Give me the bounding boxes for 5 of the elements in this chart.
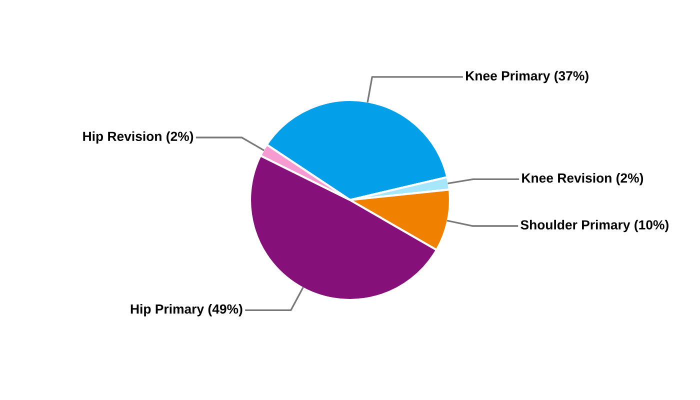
slice-label: Hip Revision (2%) [83,131,194,144]
slice-label: Knee Revision (2%) [522,173,644,186]
slice-label: Knee Primary (37%) [466,70,588,84]
slice-label: Shoulder Primary (10%) [520,220,668,232]
slice-label: Hip Primary (49%) [130,304,242,316]
